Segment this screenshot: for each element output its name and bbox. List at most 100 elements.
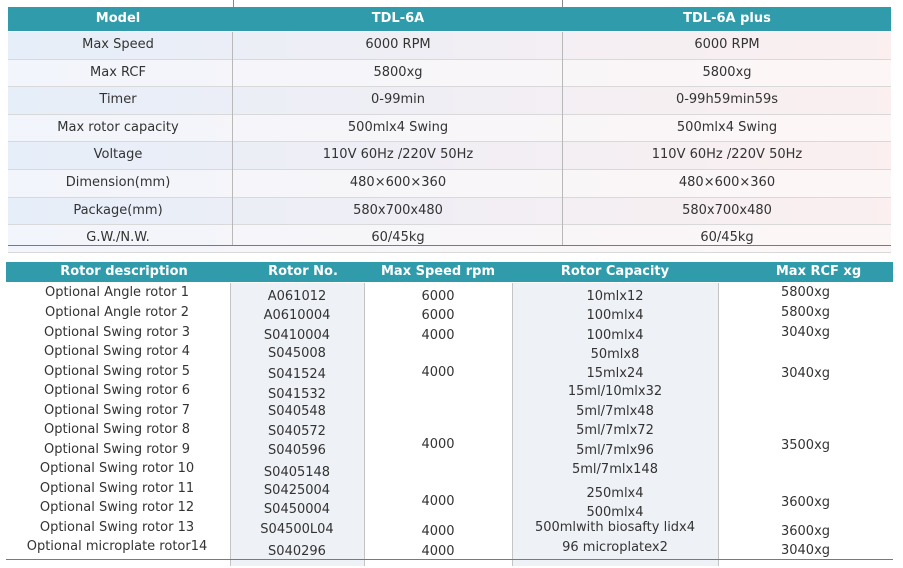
spec-header-row: Model TDL-6A TDL-6A plus xyxy=(8,7,891,31)
spec-label: Timer xyxy=(99,92,137,108)
spec-value-tdl-6a: 6000 RPM xyxy=(365,37,431,52)
rotor-number: S04500L04 xyxy=(260,522,334,537)
rotor-description: Optional Swing rotor 5 xyxy=(43,364,191,379)
column-shade xyxy=(230,283,364,566)
rotor-description: Optional Swing rotor 10 xyxy=(39,461,195,476)
spec-value-tdl-6a-plus: 580x700x480 xyxy=(682,202,772,218)
rotor-number: S0450004 xyxy=(263,502,331,517)
rotor-capacity: 100mlx4 xyxy=(586,328,644,343)
header-rotor-capacity: Rotor Capacity xyxy=(560,264,670,279)
rotor-capacity: 5ml/7mlx72 xyxy=(576,423,654,438)
spec-value-tdl-6a: 580x700x480 xyxy=(353,202,443,218)
max-speed: 4000 xyxy=(421,365,455,380)
header-rotor-no: Rotor No. xyxy=(268,264,338,279)
rotor-description: Optional Swing rotor 3 xyxy=(43,325,191,340)
column-divider xyxy=(718,283,719,566)
header-model: Model xyxy=(95,11,141,26)
spec-label: Max rotor capacity xyxy=(57,119,179,135)
rotor-number: S040572 xyxy=(268,424,326,439)
rotor-number: A061012 xyxy=(267,289,327,304)
rotor-description: Optional Swing rotor 9 xyxy=(43,442,191,457)
rotor-number: S040296 xyxy=(268,544,326,559)
spec-row-dimension: Dimension(mm) 480×600×360 480×600×360 xyxy=(8,169,891,198)
spec-value-tdl-6a-plus: 110V 60Hz /220V 50Hz xyxy=(651,147,803,163)
max-speed: 4000 xyxy=(421,494,455,509)
rotor-capacity: 15mlx24 xyxy=(586,366,644,381)
rotor-number: S041524 xyxy=(268,367,326,382)
header-tdl-6a-plus: TDL-6A plus xyxy=(683,11,771,26)
column-divider xyxy=(512,283,513,566)
rotor-description: Optional Swing rotor 12 xyxy=(39,500,195,515)
spec-label: Voltage xyxy=(93,147,143,163)
rotor-number: S045008 xyxy=(268,346,326,361)
max-speed: 4000 xyxy=(421,544,455,559)
max-speed: 6000 xyxy=(421,308,455,323)
header-rotor-description: Rotor description xyxy=(60,264,188,279)
rotor-description: Optional Swing rotor 8 xyxy=(43,422,191,437)
rotor-capacity: 5ml/7mlx48 xyxy=(576,404,654,419)
rotor-number: S0425004 xyxy=(263,483,331,498)
spec-value-tdl-6a: 5800xg xyxy=(373,64,423,80)
rotor-description: Optional Swing rotor 7 xyxy=(43,403,191,418)
spec-row-package: Package(mm) 580x700x480 580x700x480 xyxy=(8,197,891,226)
rotor-description: Optional Angle rotor 2 xyxy=(44,305,190,320)
rotor-number: S0410004 xyxy=(263,328,331,343)
rotor-number: A0610004 xyxy=(263,308,331,323)
header-max-speed: Max Speed rpm xyxy=(380,264,496,279)
max-rcf: 3040xg xyxy=(780,325,831,340)
max-rcf: 3500xg xyxy=(780,438,831,453)
divider xyxy=(6,559,893,560)
rotor-description: Optional Angle rotor 1 xyxy=(44,285,190,300)
spec-row-max-rcf: Max RCF 5800xg 5800xg xyxy=(8,59,891,88)
max-rcf: 3600xg xyxy=(780,495,831,510)
spec-label: Max Speed xyxy=(82,37,154,52)
max-rcf: 5800xg xyxy=(780,305,831,320)
max-speed: 4000 xyxy=(421,328,455,343)
rotor-capacity: 50mlx8 xyxy=(590,347,640,362)
rotor-description: Optional Swing rotor 11 xyxy=(39,481,195,496)
column-divider xyxy=(364,283,365,566)
rotor-capacity: 500mlwith biosafty lidx4 xyxy=(534,520,696,535)
spec-row-weight: G.W./N.W. 60/45kg 60/45kg xyxy=(8,225,891,253)
rotor-number: S040548 xyxy=(268,404,326,419)
spec-value-tdl-6a-plus: 5800xg xyxy=(702,64,752,80)
spec-value-tdl-6a: 0-99min xyxy=(370,92,426,108)
max-rcf: 3040xg xyxy=(780,543,831,558)
spec-value-tdl-6a: 480×600×360 xyxy=(349,174,447,190)
rotor-capacity: 5ml/7mlx96 xyxy=(576,443,654,458)
rotor-capacity: 100mlx4 xyxy=(586,308,644,323)
spec-label: Dimension(mm) xyxy=(65,174,171,190)
spec-row-max-speed: Max Speed 6000 RPM 6000 RPM xyxy=(8,32,891,60)
spec-value-tdl-6a: 500mlx4 Swing xyxy=(347,119,449,135)
max-speed: 6000 xyxy=(421,289,455,304)
spec-value-tdl-6a: 110V 60Hz /220V 50Hz xyxy=(322,147,474,163)
rotor-description: Optional Swing rotor 6 xyxy=(43,383,191,398)
column-divider xyxy=(562,32,563,246)
spec-value-tdl-6a-plus: 6000 RPM xyxy=(694,37,760,52)
spec-row-voltage: Voltage 110V 60Hz /220V 50Hz 110V 60Hz /… xyxy=(8,142,891,170)
max-speed: 4000 xyxy=(421,437,455,452)
max-rcf: 3040xg xyxy=(780,366,831,381)
divider xyxy=(233,0,234,7)
divider xyxy=(562,0,563,7)
spec-label: G.W./N.W. xyxy=(86,230,150,246)
spec-label: Max RCF xyxy=(90,64,146,80)
rotor-capacity: 500mlx4 xyxy=(586,505,644,520)
rotor-capacity: 10mlx12 xyxy=(586,289,644,304)
column-shade xyxy=(512,283,718,566)
spec-value-tdl-6a-plus: 500mlx4 Swing xyxy=(676,119,778,135)
header-tdl-6a: TDL-6A xyxy=(371,11,425,26)
rotor-number: S040596 xyxy=(268,443,326,458)
rotor-capacity: 96 microplatex2 xyxy=(562,540,668,555)
column-divider xyxy=(230,283,231,566)
spec-rows: Max Speed 6000 RPM 6000 RPM Max RCF 5800… xyxy=(8,32,891,253)
spec-value-tdl-6a-plus: 0-99h59min59s xyxy=(675,92,779,108)
rotor-capacity: 15ml/10mlx32 xyxy=(567,384,663,399)
spec-value-tdl-6a-plus: 60/45kg xyxy=(700,230,754,246)
rotor-number: S0405148 xyxy=(263,465,331,480)
spec-value-tdl-6a-plus: 480×600×360 xyxy=(678,174,776,190)
rotor-capacity: 5ml/7mlx148 xyxy=(572,462,658,477)
header-max-rcf: Max RCF xg xyxy=(775,264,862,279)
max-speed: 4000 xyxy=(421,524,455,539)
rotor-description: Optional microplate rotor14 xyxy=(26,539,208,554)
